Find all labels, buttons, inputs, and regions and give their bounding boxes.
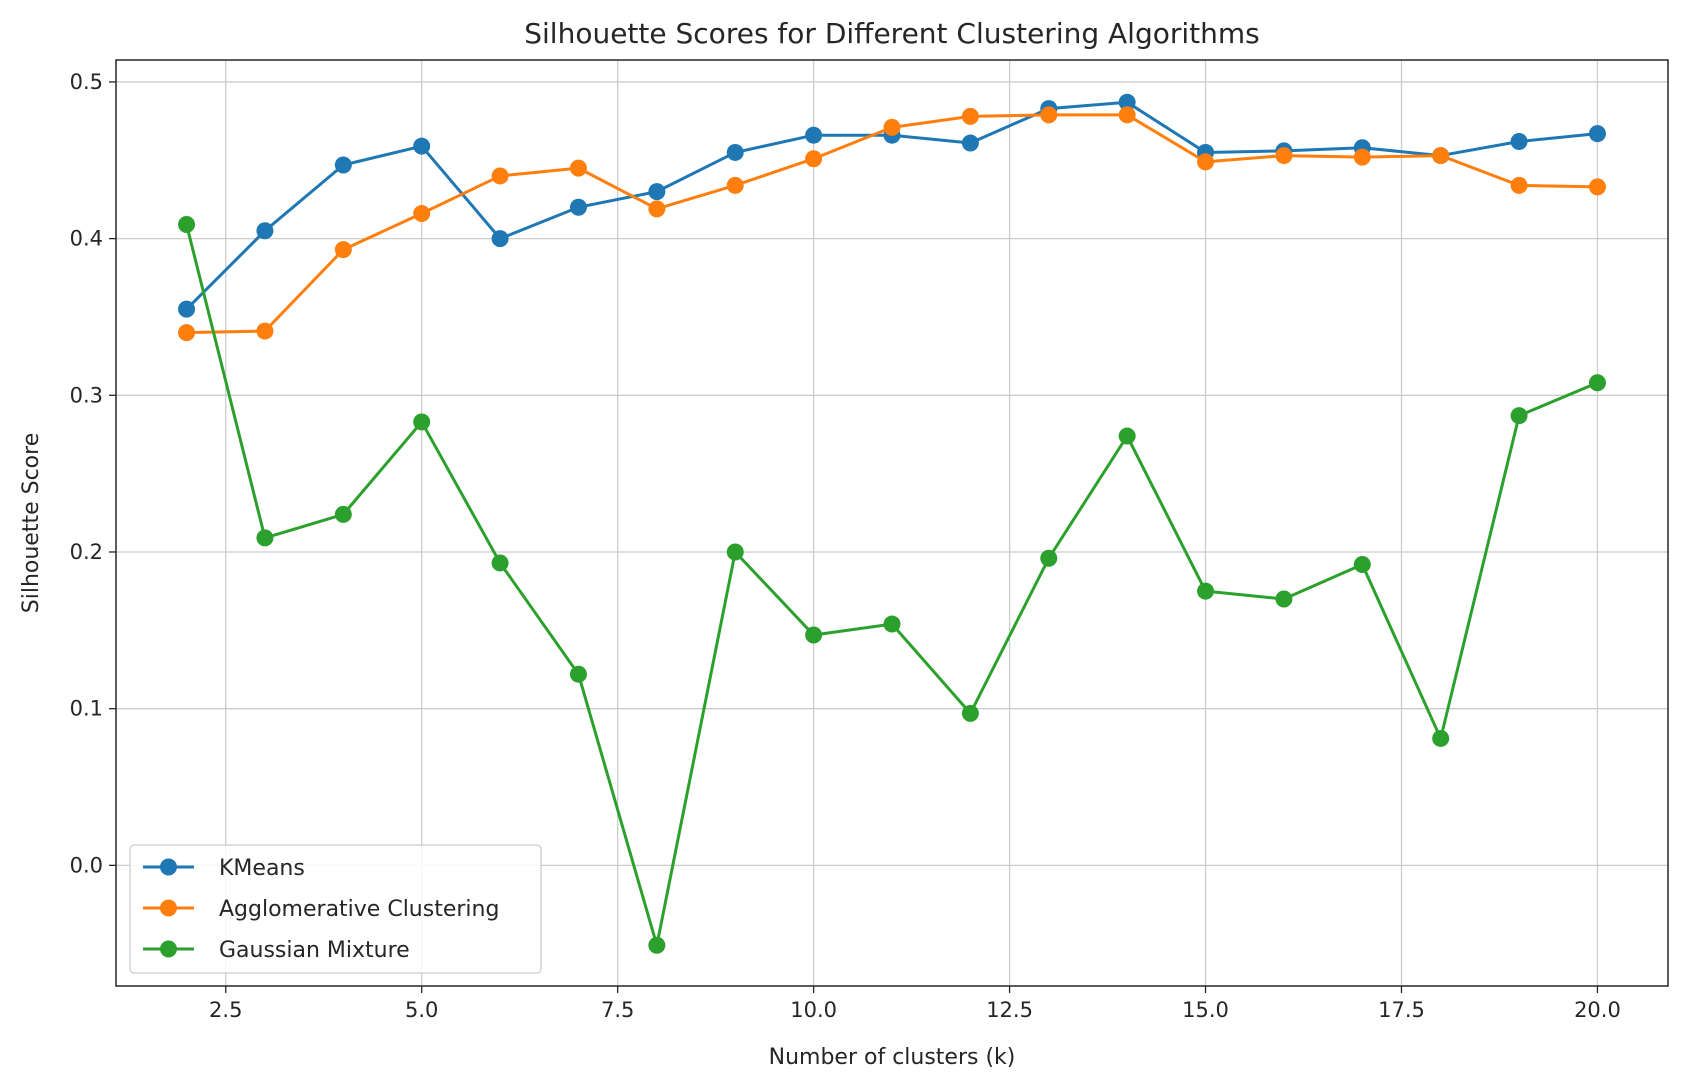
legend-label-gaussian-mixture: Gaussian Mixture	[219, 938, 410, 963]
data-point-agglomerative-clustering	[1040, 106, 1058, 124]
data-point-gaussian-mixture	[491, 554, 509, 572]
y-tick-label: 0.3	[70, 383, 103, 407]
x-axis-title: Number of clusters (k)	[769, 1045, 1016, 1070]
data-point-agglomerative-clustering	[961, 107, 979, 125]
y-tick-label: 0.4	[70, 227, 103, 251]
x-tick-label: 10.0	[790, 998, 837, 1022]
data-point-gaussian-mixture	[805, 626, 823, 644]
legend-item-agglomerative-clustering: Agglomerative Clustering	[143, 897, 499, 922]
data-point-kmeans	[1588, 125, 1606, 143]
data-point-kmeans	[805, 126, 823, 144]
y-tick-label: 0.2	[70, 540, 103, 564]
data-point-agglomerative-clustering	[256, 322, 274, 340]
legend-label-agglomerative-clustering: Agglomerative Clustering	[219, 897, 499, 922]
data-point-agglomerative-clustering	[1118, 106, 1136, 124]
data-point-gaussian-mixture	[178, 216, 196, 234]
x-tick-label: 17.5	[1378, 998, 1425, 1022]
data-point-agglomerative-clustering	[1588, 178, 1606, 196]
data-point-gaussian-mixture	[1432, 729, 1450, 747]
data-point-agglomerative-clustering	[1275, 147, 1293, 165]
data-point-gaussian-mixture	[256, 529, 274, 547]
data-point-gaussian-mixture	[569, 665, 587, 683]
data-point-kmeans	[413, 137, 431, 155]
legend-box	[129, 844, 542, 974]
data-point-kmeans	[178, 300, 196, 318]
data-point-gaussian-mixture	[1197, 582, 1215, 600]
data-point-agglomerative-clustering	[569, 159, 587, 177]
data-point-agglomerative-clustering	[491, 167, 509, 185]
series-line-gaussian-mixture	[185, 224, 1599, 947]
data-point-gaussian-mixture	[648, 936, 666, 954]
data-point-gaussian-mixture	[1118, 427, 1136, 445]
x-tick-label: 2.5	[209, 998, 242, 1022]
data-point-gaussian-mixture	[334, 505, 352, 523]
data-point-agglomerative-clustering	[413, 205, 431, 223]
data-point-agglomerative-clustering	[805, 150, 823, 168]
legend-marker-kmeans	[160, 858, 177, 876]
legend: KMeans Agglomerative Clustering Gaussian M…	[129, 844, 542, 974]
legend-items: KMeans Agglomerative Clustering Gaussian M…	[143, 856, 499, 963]
series-gaussian-mixture	[178, 216, 1606, 954]
data-point-gaussian-mixture	[726, 543, 744, 561]
y-axis-ticks: 0.0 0.1 0.2 0.3 0.4 0.5	[70, 70, 116, 877]
series-agglomerative-clustering	[178, 106, 1606, 342]
data-point-kmeans	[491, 230, 509, 248]
data-point-gaussian-mixture	[413, 413, 431, 431]
data-point-agglomerative-clustering	[1510, 176, 1528, 194]
data-point-agglomerative-clustering	[334, 241, 352, 259]
y-tick-label: 0.0	[70, 853, 103, 877]
data-point-kmeans	[961, 134, 979, 152]
legend-item-gaussian-mixture: Gaussian Mixture	[143, 938, 410, 963]
data-point-agglomerative-clustering	[178, 324, 196, 342]
x-tick-label: 7.5	[601, 998, 634, 1022]
data-point-kmeans	[334, 156, 352, 174]
plot-area-frame	[115, 59, 1669, 987]
legend-label-kmeans: KMeans	[219, 856, 305, 881]
series-lines	[178, 93, 1606, 954]
data-point-gaussian-mixture	[1040, 549, 1058, 567]
data-point-gaussian-mixture	[961, 704, 979, 722]
x-tick-label: 20.0	[1574, 998, 1621, 1022]
data-point-agglomerative-clustering	[726, 176, 744, 194]
data-point-agglomerative-clustering	[883, 118, 901, 136]
data-point-kmeans	[1510, 132, 1528, 150]
data-point-kmeans	[569, 198, 587, 216]
data-point-kmeans	[726, 143, 744, 161]
chart-title: Silhouette Scores for Different Clusteri…	[524, 17, 1259, 50]
data-point-gaussian-mixture	[1510, 407, 1528, 425]
data-point-gaussian-mixture	[1588, 374, 1606, 392]
x-tick-label: 5.0	[405, 998, 438, 1022]
data-point-kmeans	[1118, 93, 1136, 111]
data-point-agglomerative-clustering	[648, 200, 666, 218]
data-point-agglomerative-clustering	[1197, 153, 1215, 171]
x-tick-label: 12.5	[986, 998, 1033, 1022]
data-point-agglomerative-clustering	[1432, 147, 1450, 165]
x-axis-ticks: 2.5 5.0 7.5 10.0 12.5 15.0 17.5 20.0	[209, 986, 1621, 1022]
data-point-kmeans	[648, 183, 666, 201]
y-tick-label: 0.1	[70, 697, 103, 721]
data-point-agglomerative-clustering	[1353, 148, 1371, 166]
x-tick-label: 15.0	[1182, 998, 1229, 1022]
y-tick-label: 0.5	[70, 70, 103, 94]
data-point-gaussian-mixture	[1353, 556, 1371, 574]
legend-marker-gaussian-mixture	[160, 940, 177, 958]
legend-marker-agglomerative-clustering	[160, 899, 177, 917]
data-point-gaussian-mixture	[1275, 590, 1293, 608]
series-line-agglomerative-clustering	[186, 113, 1598, 335]
y-axis-title: Silhouette Score	[19, 433, 44, 613]
legend-item-kmeans: KMeans	[143, 856, 305, 881]
data-point-gaussian-mixture	[883, 615, 901, 633]
grid	[116, 60, 1668, 986]
data-point-kmeans	[256, 222, 274, 240]
